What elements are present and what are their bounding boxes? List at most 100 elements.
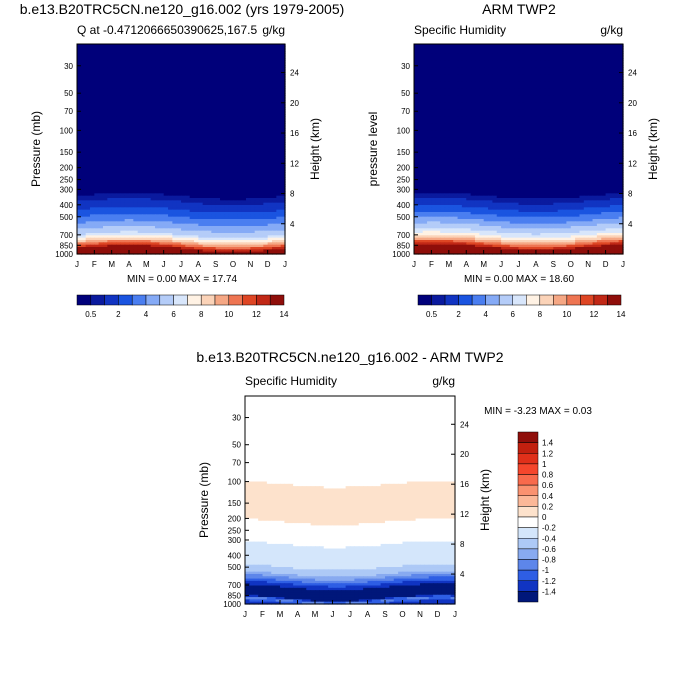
heatmap-cell (246, 74, 251, 78)
heatmap-cell (146, 240, 152, 243)
heatmap-cell (422, 58, 428, 61)
heatmap-cell (181, 137, 186, 141)
heatmap-cell (215, 195, 221, 199)
heatmap-cell (103, 97, 108, 101)
heatmap-cell (181, 251, 186, 255)
heatmap-cell (137, 125, 143, 129)
heatmap-cell (111, 76, 117, 80)
heatmap-cell (150, 53, 156, 57)
heatmap-cell (90, 81, 95, 85)
heatmap-cell (159, 100, 165, 103)
heatmap-cell (263, 69, 269, 73)
heatmap-cell (276, 193, 282, 197)
heatmap-cell (215, 172, 221, 176)
heatmap-cell (220, 118, 225, 122)
heatmap-cell (202, 244, 208, 248)
heatmap-cell (583, 58, 589, 61)
heatmap-cell (146, 219, 152, 222)
heatmap-cell (181, 104, 186, 108)
heatmap-cell (228, 174, 234, 178)
heatmap-cell (176, 200, 182, 204)
heatmap-cell (280, 163, 286, 166)
heatmap-cell (116, 200, 121, 204)
colorbar-label: 4 (144, 310, 149, 319)
heatmap-cell (246, 72, 251, 75)
heatmap-cell (198, 219, 204, 222)
heatmap-cell (250, 83, 256, 87)
heatmap-cell (522, 51, 528, 54)
heatmap-cell (246, 216, 251, 220)
heatmap-cell (163, 230, 169, 234)
heatmap-cell (120, 223, 126, 227)
heatmap-cell (220, 104, 225, 108)
heatmap-cell (124, 221, 130, 225)
heatmap-cell (461, 46, 467, 50)
heatmap-cell (215, 249, 221, 253)
heatmap-cell (168, 200, 173, 204)
heatmap-cell (263, 235, 269, 239)
heatmap-cell (168, 216, 173, 220)
heatmap-cell (233, 249, 238, 253)
heatmap-cell (172, 209, 178, 213)
heatmap-cell (150, 221, 156, 225)
heatmap-cell (518, 53, 524, 57)
heatmap-cell (215, 153, 221, 157)
heatmap-cell (254, 237, 260, 241)
heatmap-cell (129, 44, 134, 47)
heatmap-cell (77, 186, 82, 190)
heatmap-cell (137, 130, 143, 134)
heatmap-cell (111, 97, 117, 101)
heatmap-cell (246, 160, 251, 164)
heatmap-cell (120, 55, 126, 59)
heatmap-cell (137, 95, 143, 99)
heatmap-cell (237, 165, 243, 169)
heatmap-cell (103, 46, 108, 50)
heatmap-cell (272, 163, 277, 166)
heatmap-cell (518, 69, 524, 73)
heatmap-cell (470, 55, 476, 59)
heatmap-cell (220, 74, 225, 78)
heatmap-cell (163, 74, 169, 78)
heatmap-cell (103, 240, 108, 243)
heatmap-cell (461, 60, 467, 64)
heatmap-cell (263, 60, 269, 64)
heatmap-cell (263, 165, 269, 169)
heatmap-cell (120, 135, 126, 138)
heatmap-cell (553, 53, 559, 57)
heatmap-cell (198, 142, 204, 145)
heatmap-cell (150, 177, 156, 180)
heatmap-cell (168, 128, 173, 131)
heatmap-cell (211, 86, 217, 89)
heatmap-cell (116, 72, 121, 75)
heatmap-cell (77, 193, 82, 197)
heatmap-cell (98, 139, 104, 143)
heatmap-cell (276, 230, 282, 234)
heatmap-cell (263, 107, 269, 110)
heatmap-cell (211, 53, 217, 57)
heatmap-cell (172, 160, 178, 164)
heatmap-cell (98, 130, 104, 134)
heatmap-cell (85, 242, 91, 246)
heatmap-cell (181, 142, 186, 145)
heatmap-cell (435, 46, 441, 50)
heatmap-cell (146, 83, 152, 87)
heatmap-cell (85, 167, 91, 171)
heatmap-cell (579, 67, 585, 71)
heatmap-cell (107, 153, 113, 157)
heatmap-cell (124, 55, 130, 59)
heatmap-cell (267, 205, 273, 208)
heatmap-cell (220, 102, 225, 106)
heatmap-cell (479, 48, 485, 52)
heatmap-cell (479, 67, 485, 71)
heatmap-cell (116, 156, 121, 159)
heatmap-cell (85, 153, 91, 157)
heatmap-cell (81, 202, 87, 206)
heatmap-cell (259, 60, 264, 64)
heatmap-cell (133, 198, 139, 201)
heatmap-cell (168, 137, 173, 141)
heatmap-cell (259, 111, 264, 115)
heatmap-cell (133, 76, 139, 80)
heatmap-cell (557, 62, 563, 66)
heatmap-cell (94, 128, 100, 131)
heatmap-cell (202, 230, 208, 234)
